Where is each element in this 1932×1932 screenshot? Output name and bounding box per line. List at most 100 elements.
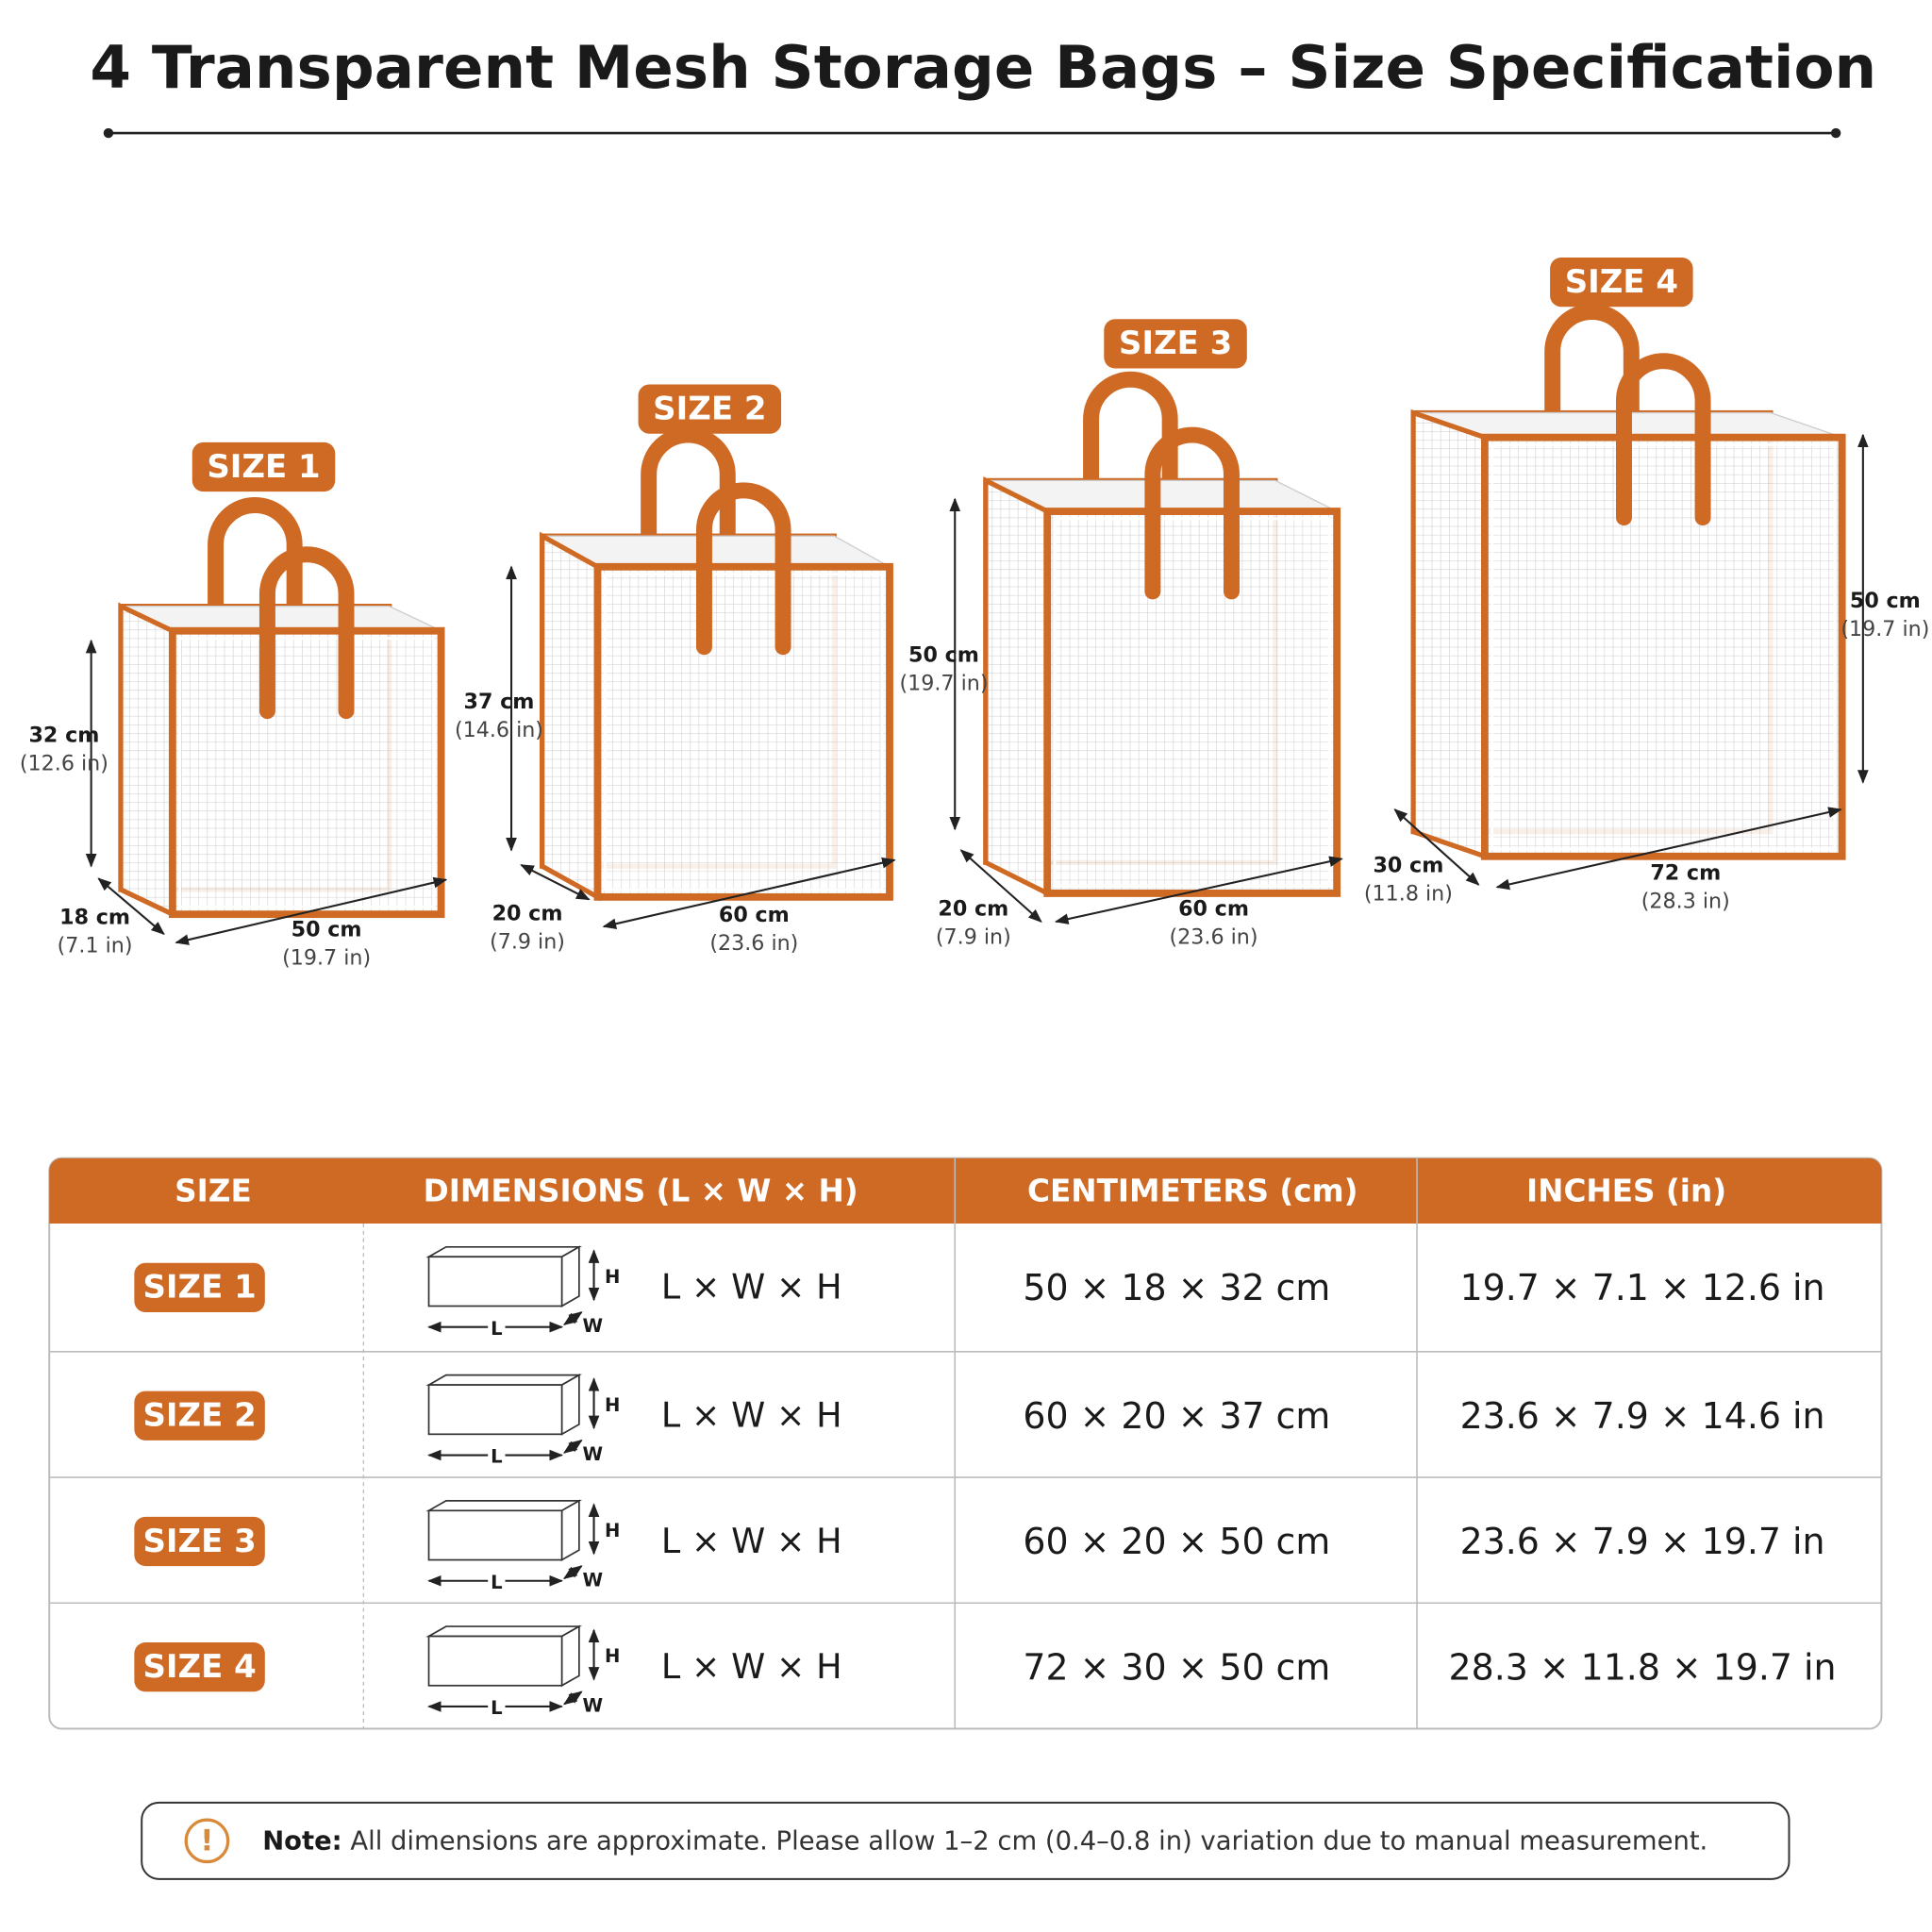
dim-in: (28.3 in) xyxy=(1641,890,1730,914)
dim-in: (23.6 in) xyxy=(709,931,798,956)
dim-in: (19.7 in) xyxy=(282,946,371,971)
dim-in: (11.8 in) xyxy=(1364,882,1453,907)
title: 4 Transparent Mesh Storage Bags – Size S… xyxy=(90,33,1876,102)
header-cell: SIZE xyxy=(175,1173,252,1208)
formula: L × W × H xyxy=(661,1646,842,1687)
dim-in: (23.6 in) xyxy=(1170,924,1258,949)
width-arrow xyxy=(97,877,165,935)
icon-l-bg xyxy=(488,1696,506,1717)
icon-w-arrow xyxy=(563,1690,583,1706)
icon-w-arrow xyxy=(563,1440,583,1454)
in-cell: 23.6 × 7.9 × 14.6 in xyxy=(1460,1395,1825,1437)
dim-cm: 50 cm xyxy=(908,642,979,667)
dim-in: (19.7 in) xyxy=(899,671,988,695)
icon-l-bg xyxy=(488,1317,506,1338)
icon-h: H xyxy=(605,1266,620,1288)
width-arrow xyxy=(520,863,591,901)
front-handle xyxy=(695,482,791,656)
length-arrow xyxy=(602,857,896,929)
icon-w-arrow xyxy=(563,1311,583,1325)
dim-cm: 18 cm xyxy=(59,906,130,930)
dim-in: (14.6 in) xyxy=(455,718,543,742)
length-arrow xyxy=(175,876,448,945)
icon-front xyxy=(427,1509,563,1561)
note-body: All dimensions are approximate. Please a… xyxy=(342,1826,1708,1856)
size-badge-text: SIZE 3 xyxy=(142,1523,256,1560)
icon-h: H xyxy=(605,1394,620,1416)
icon-side xyxy=(560,1624,580,1688)
header-cell: DIMENSIONS (L × W × H) xyxy=(424,1173,858,1208)
front-handle xyxy=(1615,353,1711,526)
table-header xyxy=(49,1158,1882,1224)
dim-cm: 60 cm xyxy=(719,903,790,927)
dim-cm: 32 cm xyxy=(28,723,99,747)
dim-in: (12.6 in) xyxy=(20,751,108,775)
dim-cm: 20 cm xyxy=(938,896,1008,921)
in-cell: 28.3 × 11.8 × 19.7 in xyxy=(1449,1646,1837,1688)
icon-h: H xyxy=(605,1645,620,1667)
icon-front xyxy=(427,1635,563,1687)
note-box xyxy=(141,1801,1790,1880)
note-label: Note: xyxy=(262,1826,341,1856)
bag-side xyxy=(1410,408,1488,860)
icon-top xyxy=(425,1625,583,1638)
icon-l: L xyxy=(491,1697,502,1719)
bag-side xyxy=(118,602,175,919)
size-badge xyxy=(638,384,782,434)
front-handle xyxy=(1144,426,1240,600)
dim-cm: 20 cm xyxy=(492,902,563,926)
cm-cell: 72 × 30 × 50 cm xyxy=(1023,1646,1330,1688)
back-handle xyxy=(208,497,303,627)
note-icon-mark: ! xyxy=(200,1824,213,1858)
rule-dot xyxy=(103,127,114,139)
bag-front xyxy=(168,626,445,919)
size-badge xyxy=(134,1262,265,1313)
in-cell: 19.7 × 7.1 × 12.6 in xyxy=(1460,1267,1825,1308)
note-text: Note: All dimensions are approximate. Pl… xyxy=(262,1826,1707,1856)
icon-w: W xyxy=(582,1443,603,1465)
icon-w: W xyxy=(582,1569,603,1591)
icon-l: L xyxy=(491,1318,502,1340)
in-cell: 23.6 × 7.9 × 19.7 in xyxy=(1460,1521,1825,1562)
size-badge xyxy=(134,1516,265,1567)
dim-cm: 30 cm xyxy=(1373,854,1443,878)
header-cell: CENTIMETERS (cm) xyxy=(1027,1173,1358,1208)
cm-cell: 50 × 18 × 32 cm xyxy=(1023,1267,1330,1308)
dim-cm: 60 cm xyxy=(1178,896,1249,921)
rule-dot xyxy=(1830,127,1841,139)
header-cell: INCHES (in) xyxy=(1526,1173,1726,1208)
dim-cm: 50 cm xyxy=(291,918,362,942)
size-badge-text: SIZE 2 xyxy=(142,1397,256,1435)
bag-front xyxy=(593,562,893,901)
bag-front xyxy=(1480,433,1846,860)
width-arrow xyxy=(959,849,1042,923)
size-badge xyxy=(192,441,336,492)
width-arrow xyxy=(1393,808,1480,886)
length-arrow xyxy=(1495,807,1842,891)
formula: L × W × H xyxy=(661,1267,842,1307)
dim-in: (7.9 in) xyxy=(936,924,1011,949)
size-badge-text: SIZE 4 xyxy=(1565,263,1678,301)
front-handle xyxy=(258,546,355,720)
cm-cell: 60 × 20 × 50 cm xyxy=(1023,1521,1330,1562)
icon-l-bg xyxy=(488,1445,506,1465)
dim-in: (19.7 in) xyxy=(1840,617,1929,641)
dim-cm: 72 cm xyxy=(1650,861,1721,886)
size-badge-text: SIZE 2 xyxy=(653,390,766,427)
icon-w-arrow xyxy=(563,1565,583,1579)
icon-side xyxy=(560,1499,580,1562)
length-arrow xyxy=(1054,856,1343,924)
size-badge-text: SIZE 1 xyxy=(207,448,320,486)
icon-top xyxy=(425,1245,583,1258)
size-badge xyxy=(1550,257,1693,308)
bag-front xyxy=(1043,508,1341,897)
cm-cell: 60 × 20 × 37 cm xyxy=(1023,1395,1330,1437)
icon-side xyxy=(560,1245,580,1307)
icon-side xyxy=(560,1374,580,1436)
table-frame xyxy=(48,1157,1883,1730)
bag-side xyxy=(540,531,601,902)
size-badge-text: SIZE 1 xyxy=(142,1269,256,1307)
size-badge-text: SIZE 3 xyxy=(1119,325,1232,362)
formula: L × W × H xyxy=(661,1521,842,1561)
